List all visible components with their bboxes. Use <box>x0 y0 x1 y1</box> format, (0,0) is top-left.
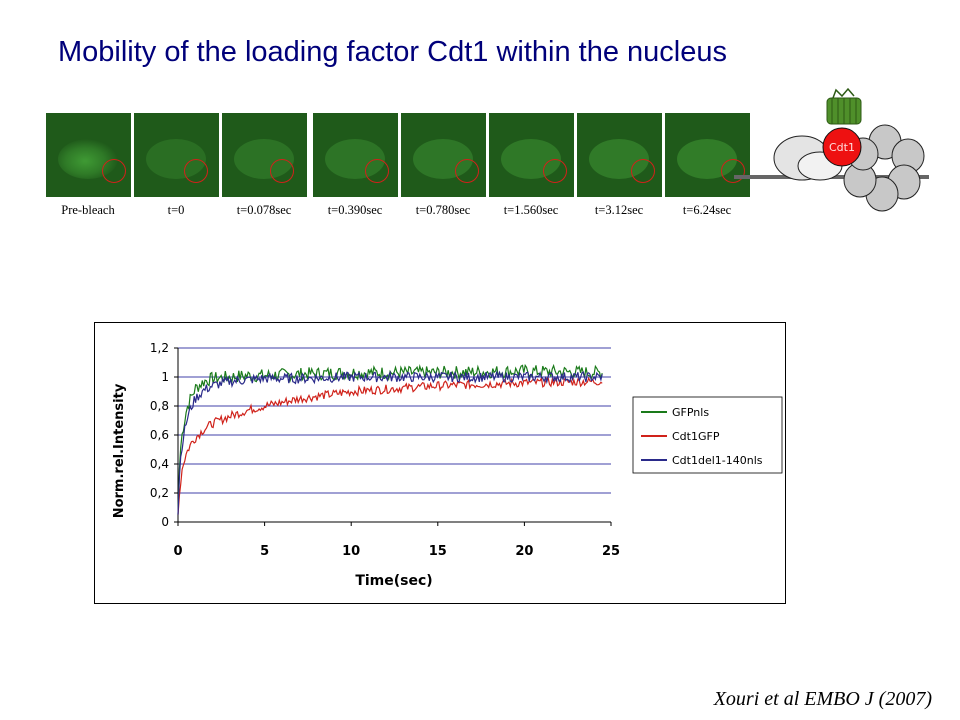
micrograph-frame-t1560 <box>489 113 574 197</box>
bleach-region-circle <box>721 159 745 183</box>
bleach-region-circle <box>270 159 294 183</box>
frap-chart-panel: 0 0,2 0,4 0,6 0,8 1 1,2 0 5 10 15 20 25 Norm.rel.Int… <box>94 322 786 604</box>
y-tick-label: 0,4 <box>150 457 169 471</box>
y-tick-label: 1 <box>161 370 169 384</box>
y-tick-label: 0 <box>161 515 169 529</box>
bleach-region-circle <box>184 159 208 183</box>
legend-label-cdt1del: Cdt1del1-140nls <box>672 454 763 467</box>
x-tick-label: 25 <box>602 544 620 559</box>
y-tick-label: 1,2 <box>150 341 169 355</box>
frame-label-t0078: t=0.078sec <box>236 203 292 217</box>
y-tick-label: 0,8 <box>150 399 169 413</box>
gfp-barrel-icon <box>826 87 862 125</box>
series-line-cdt1gfp <box>177 376 603 515</box>
micrograph-image <box>489 113 574 197</box>
frame-label-t624: t=6.24sec <box>682 203 732 217</box>
micrograph-frame-t0390 <box>313 113 398 197</box>
bleach-region-circle <box>102 159 126 183</box>
micrograph-frame-t312 <box>577 113 662 197</box>
micrograph-frame-t0780 <box>401 113 486 197</box>
micrograph-frame-t0 <box>134 113 219 197</box>
replication-complex-schematic: Cdt1 <box>734 87 929 212</box>
series-line-gfpnls <box>177 363 603 515</box>
legend-label-cdt1gfp: Cdt1GFP <box>672 430 720 443</box>
frame-label-t0: t=0 <box>167 203 185 217</box>
x-tick-label: 10 <box>342 544 360 559</box>
bleach-region-circle <box>631 159 655 183</box>
slide-title: Mobility of the loading factor Cdt1 with… <box>58 36 727 68</box>
micrograph-frame-t624 <box>665 113 750 197</box>
y-tick-label: 0,2 <box>150 486 169 500</box>
frame-label-t312: t=3.12sec <box>594 203 644 217</box>
micrograph-image <box>134 113 219 197</box>
micrograph-frame-t0078 <box>222 113 307 197</box>
micrograph-image <box>313 113 398 197</box>
micrograph-image <box>222 113 307 197</box>
y-axis-label: Norm.rel.Intensity <box>112 383 127 518</box>
citation: Xouri et al EMBO J (2007) <box>713 688 932 710</box>
frame-label-t0390: t=0.390sec <box>327 203 383 217</box>
series-line-cdt1del1-140nls <box>177 369 603 515</box>
x-tick-label: 20 <box>515 544 533 559</box>
micrograph-image <box>46 113 131 197</box>
micrograph-frame-pre-bleach <box>46 113 131 197</box>
legend-label-gfpnls: GFPnls <box>672 406 709 419</box>
bleach-region-circle <box>365 159 389 183</box>
frame-label-t1560: t=1.560sec <box>503 203 559 217</box>
micrograph-image <box>577 113 662 197</box>
x-tick-label: 15 <box>429 544 447 559</box>
x-tick-label: 5 <box>260 544 269 559</box>
bleach-region-circle <box>543 159 567 183</box>
frame-label-t0780: t=0.780sec <box>415 203 471 217</box>
chart-legend: GFPnls Cdt1GFP Cdt1del1-140nls <box>632 396 783 474</box>
frap-recovery-chart: 0 0,2 0,4 0,6 0,8 1 1,2 0 5 10 15 20 25 Norm.rel.Int… <box>112 341 783 589</box>
cdt1-protein-label: Cdt1 <box>829 141 855 154</box>
micrograph-image <box>401 113 486 197</box>
bleach-region-circle <box>455 159 479 183</box>
frame-label-pre-bleach: Pre-bleach <box>61 203 115 217</box>
cdt1-protein-circle <box>822 127 862 167</box>
x-tick-label: 0 <box>173 544 182 559</box>
y-tick-label: 0,6 <box>150 428 169 442</box>
x-axis-label: Time(sec) <box>355 573 432 589</box>
